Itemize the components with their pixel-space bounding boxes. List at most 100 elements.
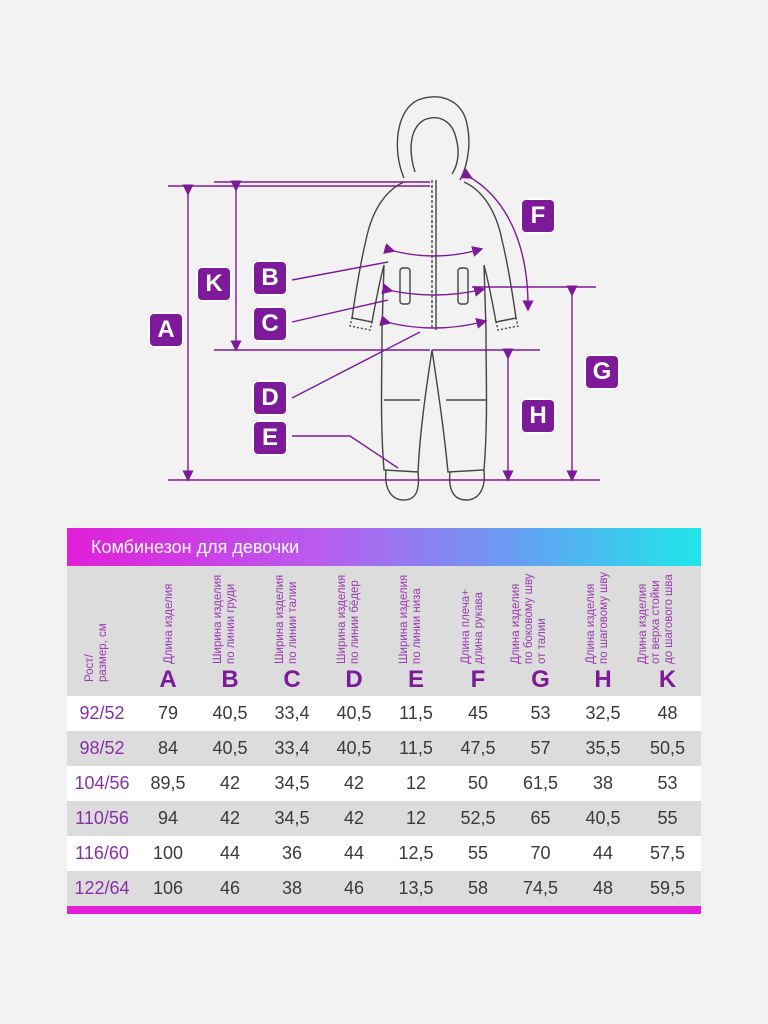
size-cell: 122/64 xyxy=(74,878,130,898)
value-cell: 55 xyxy=(467,843,489,863)
value-cell: 40,5 xyxy=(336,738,372,758)
column-headers: Рост/ размер, см Длина изделия A Ширина из… xyxy=(67,566,701,696)
value-cell: 65 xyxy=(530,808,551,828)
column-description: Длина изделия xyxy=(163,583,175,664)
table-row: 110/56 94 42 34,5 42 12 52,5 65 40,5 55 xyxy=(67,801,701,836)
value-cell: 42 xyxy=(343,773,365,793)
value-cell: 55 xyxy=(657,808,678,828)
value-cell: 48 xyxy=(592,878,614,898)
value-cell: 12,5 xyxy=(398,843,434,863)
column-header: Длина изделия от верха стойки до шаговог… xyxy=(634,566,701,696)
size-column-label: Рост/ размер, см xyxy=(84,623,109,682)
column-header: Ширина изделия по линии талии C xyxy=(261,566,323,696)
value-cell: 59,5 xyxy=(649,878,686,898)
jumpsuit-drawing xyxy=(168,96,600,501)
value-cell: 38 xyxy=(592,773,614,793)
column-description: Длина изделия по шаговому шву xyxy=(585,572,610,664)
value-cell: 45 xyxy=(467,703,489,723)
column-letter: E xyxy=(407,666,424,693)
value-cell: 46 xyxy=(219,878,241,898)
column-description: Ширина изделия по линии талии xyxy=(274,574,299,664)
value-cell: 57 xyxy=(530,738,551,758)
value-cell: 44 xyxy=(219,843,241,863)
value-cell: 33,4 xyxy=(274,738,310,758)
value-cell: 74,5 xyxy=(522,878,559,898)
value-cell: 35,5 xyxy=(585,738,621,758)
column-header: Длина изделия по шаговому шву H xyxy=(572,566,634,696)
column-description: Длина изделия по боковому шву от талии xyxy=(509,573,548,664)
table-row: 98/52 84 40,5 33,4 40,5 11,5 47,5 57 35,5 50,5 xyxy=(67,731,701,766)
column-letter: G xyxy=(531,666,550,693)
value-cell: 40,5 xyxy=(585,808,621,828)
table-title: Комбинезон для девочки xyxy=(67,528,701,566)
size-cell: 110/56 xyxy=(75,808,129,828)
value-cell: 11,5 xyxy=(399,738,433,758)
value-cell: 46 xyxy=(343,878,365,898)
value-cell: 42 xyxy=(343,808,365,828)
column-letter: D xyxy=(345,666,363,693)
value-cell: 70 xyxy=(530,843,551,863)
column-header: Длина изделия A xyxy=(137,566,199,696)
value-cell: 47,5 xyxy=(460,738,496,758)
label-d-badge: D xyxy=(252,380,288,416)
value-cell: 42 xyxy=(219,808,241,828)
label-f-badge: F xyxy=(520,198,556,234)
label-k-badge: K xyxy=(196,266,232,302)
column-letter: F xyxy=(470,666,486,693)
column-header: Ширина изделия по линии груди B xyxy=(199,566,261,696)
value-cell: 34,5 xyxy=(274,808,310,828)
value-cell: 40,5 xyxy=(336,703,372,723)
value-cell: 44 xyxy=(592,843,614,863)
body-outline xyxy=(351,181,517,473)
size-cell: 116/60 xyxy=(75,843,129,863)
value-cell: 100 xyxy=(152,843,184,863)
column-header: Ширина изделия по линии бёдер D xyxy=(323,566,385,696)
label-h-badge: H xyxy=(520,398,556,434)
value-cell: 40,5 xyxy=(212,738,248,758)
value-cell: 40,5 xyxy=(212,703,248,723)
value-cell: 12 xyxy=(405,808,427,828)
column-letter: H xyxy=(594,666,612,693)
value-cell: 50,5 xyxy=(649,738,686,758)
value-cell: 61,5 xyxy=(522,773,559,793)
column-letter: K xyxy=(658,666,677,693)
value-cell: 32,5 xyxy=(585,703,621,723)
value-cell: 11,5 xyxy=(399,703,433,723)
column-letter: A xyxy=(159,666,177,693)
value-cell: 106 xyxy=(152,878,184,898)
left-boot xyxy=(385,469,420,501)
table-row: 92/52 79 40,5 33,4 40,5 11,5 45 53 32,5 48 xyxy=(67,696,701,731)
value-cell: 50 xyxy=(467,773,489,793)
table-body: 92/52 79 40,5 33,4 40,5 11,5 45 53 32,5 48 98/52 84… xyxy=(67,696,701,906)
column-letter: B xyxy=(221,666,239,693)
value-cell: 79 xyxy=(157,703,179,723)
column-header: Длина плеча+ длина рукава F xyxy=(447,566,509,696)
label-e-badge: E xyxy=(252,420,288,456)
column-description: Длина изделия от верха стойки до шаговог… xyxy=(636,574,675,664)
label-b-badge: B xyxy=(252,260,288,296)
column-header: Длина изделия по боковому шву от талии G xyxy=(509,566,572,696)
right-boot xyxy=(448,469,485,501)
value-cell: 84 xyxy=(157,738,179,758)
value-cell: 58 xyxy=(467,878,489,898)
value-cell: 52,5 xyxy=(460,808,496,828)
value-cell: 33,4 xyxy=(274,703,310,723)
column-description: Ширина изделия по линии бёдер xyxy=(336,574,361,664)
size-cell: 104/56 xyxy=(74,773,130,793)
column-letter: C xyxy=(283,666,301,693)
label-c-badge: C xyxy=(252,306,288,342)
table-row: 116/60 100 44 36 44 12,5 55 70 44 57,5 xyxy=(67,836,701,871)
hood xyxy=(396,96,470,181)
value-cell: 44 xyxy=(343,843,365,863)
column-header: Ширина изделия по линии низа E xyxy=(385,566,447,696)
table-row: 104/56 89,5 42 34,5 42 12 50 61,5 38 53 xyxy=(67,766,701,801)
value-cell: 34,5 xyxy=(274,773,310,793)
size-table: Комбинезон для девочки Рост/ размер, см … xyxy=(67,528,701,914)
column-description: Длина плеча+ длина рукава xyxy=(460,589,485,664)
size-cell: 98/52 xyxy=(79,738,125,758)
table-footer-bar xyxy=(67,906,701,914)
value-cell: 12 xyxy=(405,773,427,793)
value-cell: 42 xyxy=(219,773,241,793)
value-cell: 53 xyxy=(530,703,551,723)
value-cell: 38 xyxy=(281,878,303,898)
